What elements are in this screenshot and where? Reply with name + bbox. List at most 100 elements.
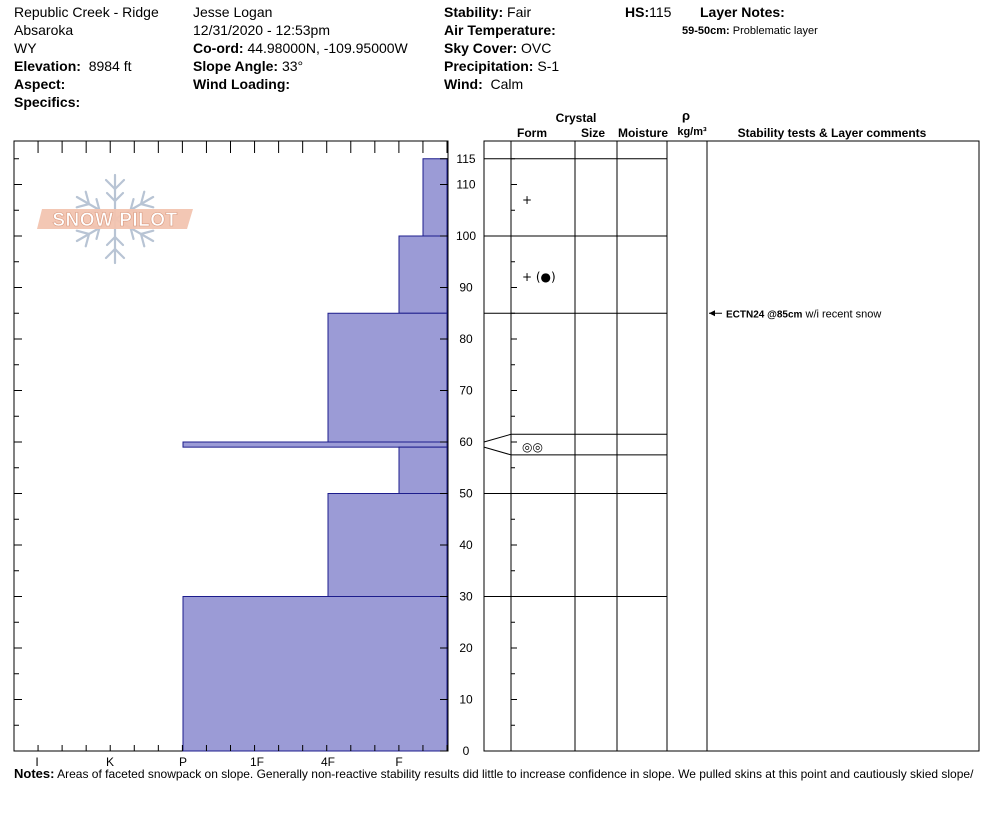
stability-label: Stability: <box>444 4 504 20</box>
elevation-row: Elevation: 8984 ft <box>14 57 159 75</box>
grain-form-1: + (●) <box>522 270 556 284</box>
height-label-110: 110 <box>456 178 475 192</box>
col-density-unit: kg/m³ <box>677 126 707 138</box>
hardness-layer-5 <box>327 493 448 597</box>
wind-value: Calm <box>490 76 524 92</box>
aspect-row: Aspect: <box>14 75 159 93</box>
hardness-layer-6 <box>182 596 448 752</box>
stability-arrow-head-0 <box>709 310 715 317</box>
wind-row: Wind: Calm <box>444 75 559 93</box>
hardness-layer-3 <box>182 441 448 448</box>
coord-value: 44.98000N, -109.95000W <box>247 40 408 56</box>
stability-value: Fair <box>507 4 532 20</box>
height-label-0: 0 <box>463 744 470 758</box>
layer-boundaries <box>483 158 667 597</box>
sky-row: Sky Cover: OVC <box>444 39 559 57</box>
layer-note-item: 59-50cm: Problematic layer <box>682 22 818 40</box>
conditions-info: Stability: Fair Air Temperature: Sky Cov… <box>444 3 559 93</box>
precip-row: Precipitation: S-1 <box>444 57 559 75</box>
layer-notes-label: Layer Notes: <box>700 4 785 20</box>
col-moisture: Moisture <box>618 126 668 140</box>
range: Absaroka <box>14 22 74 38</box>
notes-label: Notes: <box>14 766 55 781</box>
connector-bottom <box>483 446 512 456</box>
hardness-label-P: P <box>179 755 187 769</box>
stability-row: Stability: Fair <box>444 3 559 21</box>
height-label-10: 10 <box>459 693 473 707</box>
layer-note-range: 59-50cm: <box>682 25 730 37</box>
hardness-label-4F: 4F <box>321 755 335 769</box>
specifics-row: Specifics: <box>14 93 159 111</box>
air-temp-row: Air Temperature: <box>444 21 559 39</box>
notes: Notes: Areas of faceted snowpack on slop… <box>14 766 973 781</box>
air-temp-label: Air Temperature: <box>444 22 556 38</box>
notes-text: Areas of faceted snowpack on slope. Gene… <box>57 767 974 781</box>
col-crystal: Crystal <box>556 111 597 125</box>
layer-notes-title: Layer Notes: <box>700 3 785 21</box>
height-label-80: 80 <box>459 332 473 346</box>
height-label-20: 20 <box>459 641 473 655</box>
stability-tests: ECTN24 @85cm w/i recent snow <box>709 308 881 320</box>
hardness-layer-2 <box>327 312 448 443</box>
height-label-70: 70 <box>459 384 473 398</box>
sky-value: OVC <box>521 40 552 56</box>
grain-forms: + + (●) ◎◎ <box>522 193 556 454</box>
hardness-label-I: I <box>35 755 38 769</box>
slope-label: Slope Angle: <box>193 58 279 74</box>
site-info: Republic Creek - Ridge Absaroka WY Eleva… <box>14 3 159 111</box>
height-label-90: 90 <box>459 281 473 295</box>
hardness-layer-1 <box>398 235 448 314</box>
snowpilot-logo: SNOW PILOT <box>37 173 193 265</box>
elevation-label: Elevation: <box>14 58 81 74</box>
grain-form-0: + <box>522 193 532 207</box>
wind-loading-label: Wind Loading: <box>193 76 291 92</box>
height-label-hs: 115 <box>456 152 475 166</box>
elevation-value: 8984 ft <box>88 58 132 74</box>
layer-table <box>483 140 980 752</box>
precip-value: S-1 <box>537 58 560 74</box>
grain-form-2: ◎◎ <box>522 440 543 454</box>
observer-info: Jesse Logan 12/31/2020 - 12:53pm Co-ord:… <box>193 3 408 93</box>
specifics-label: Specifics: <box>14 94 81 110</box>
height-label-40: 40 <box>459 538 473 552</box>
coord-label: Co-ord: <box>193 40 244 56</box>
hardness-layer-4 <box>398 446 448 494</box>
stability-test-0: ECTN24 @85cm w/i recent snow <box>726 308 881 320</box>
precip-label: Precipitation: <box>444 58 534 74</box>
hardness-layer-0 <box>422 158 448 237</box>
stability-test-comment: w/i recent snow <box>802 308 881 320</box>
hs-value: 115 <box>649 4 672 20</box>
aspect-label: Aspect: <box>14 76 66 92</box>
logo-text: SNOW PILOT <box>52 210 177 231</box>
table-height-ticks <box>511 158 517 726</box>
height-axis: 0 10 20 30 40 50 60 70 80 90 100 110 115 <box>440 152 476 758</box>
coord-row: Co-ord: 44.98000N, -109.95000W <box>193 39 408 57</box>
sky-label: Sky Cover: <box>444 40 518 56</box>
hardness-bars <box>182 158 448 752</box>
layer-note-text: Problematic layer <box>732 25 818 37</box>
connector-top <box>483 433 512 443</box>
hardness-label-K: K <box>106 755 114 769</box>
height-label-50: 50 <box>459 487 473 501</box>
location: Republic Creek - Ridge <box>14 4 159 20</box>
wind-label: Wind: <box>444 76 483 92</box>
hs-label: HS: <box>625 4 650 20</box>
top-ticks <box>13 141 448 153</box>
wind-loading-row: Wind Loading: <box>193 75 408 93</box>
hardness-axis: I K P 1F 4F F <box>13 158 448 769</box>
height-label-30: 30 <box>459 590 473 604</box>
state: WY <box>14 40 37 56</box>
slope-value: 33° <box>281 58 304 74</box>
height-label-100: 100 <box>456 229 476 243</box>
stability-test-label: ECTN24 @85cm <box>726 309 803 320</box>
col-form: Form <box>517 126 547 140</box>
col-rho: ρ <box>682 108 690 123</box>
column-headers: Crystal Form Size Moisture ρ kg/m³ Stabi… <box>517 108 927 140</box>
obs-datetime: 12/31/2020 - 12:53pm <box>193 22 330 38</box>
slope-row: Slope Angle: 33° <box>193 57 408 75</box>
col-size: Size <box>581 126 605 140</box>
hardness-label-F: F <box>395 755 402 769</box>
col-stability-comments: Stability tests & Layer comments <box>738 126 927 140</box>
observer-name: Jesse Logan <box>193 4 273 20</box>
